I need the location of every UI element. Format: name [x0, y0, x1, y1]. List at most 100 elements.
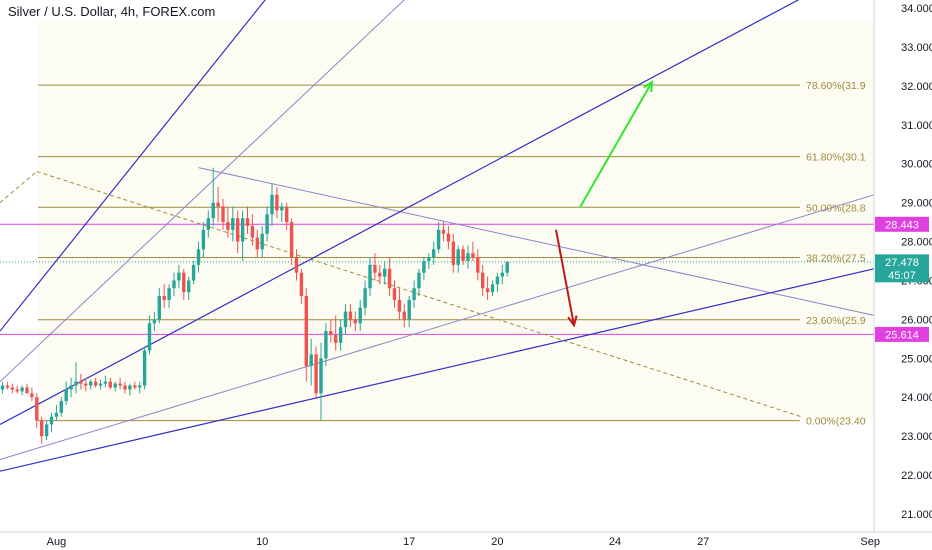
time-tick-label: 27	[697, 536, 709, 548]
price-tick-label: 31.000	[901, 120, 932, 132]
candle-body	[495, 276, 500, 285]
fib-retracement-layer: 0.00%(23.4023.60%(25.938.20%(27.550.00%(…	[38, 80, 866, 428]
level-price-label: 25.614	[885, 329, 919, 341]
candle-body	[436, 229, 441, 250]
candle-body	[422, 261, 426, 273]
time-tick-label: Sep	[860, 536, 880, 548]
candle-body	[490, 284, 495, 293]
candle-body	[40, 420, 44, 437]
candle-body	[118, 383, 122, 386]
time-tick-label: 10	[256, 536, 268, 548]
candle-body	[304, 296, 308, 367]
candle-body	[221, 206, 225, 223]
candle-body	[299, 272, 304, 297]
candle-body	[368, 264, 372, 289]
candle-body	[108, 381, 112, 388]
candle-body	[348, 311, 353, 320]
price-tick-label: 25.000	[901, 353, 932, 365]
candle-body	[471, 253, 475, 258]
candle-body	[98, 383, 103, 386]
candle-body	[427, 257, 431, 261]
candle-body	[172, 280, 176, 289]
price-tick-label: 32.000	[901, 81, 932, 93]
candle-body	[206, 218, 210, 230]
candle-body	[309, 354, 313, 367]
candle-body	[74, 381, 78, 386]
bearish-arrow-head	[567, 315, 578, 328]
countdown-label: 45:07	[888, 270, 916, 282]
candle-body	[265, 214, 269, 234]
candles-layer	[0, 167, 509, 444]
candle-body	[157, 296, 161, 320]
candle-body	[446, 233, 451, 242]
candle-body	[363, 288, 367, 308]
candle-body	[485, 288, 490, 293]
candle-body	[103, 381, 108, 384]
time-tick-label: Aug	[47, 536, 67, 548]
candle-body	[30, 393, 34, 398]
fib-level-label: 0.00%(23.40	[806, 416, 866, 428]
candle-body	[270, 194, 274, 215]
upper-channel-line	[0, 0, 800, 426]
candle-body	[392, 288, 397, 300]
time-tick-label: 20	[491, 536, 503, 548]
candle-body	[93, 381, 98, 386]
bullish-arrow-head	[643, 79, 654, 92]
candle-body	[138, 385, 142, 388]
price-tick-label: 21.000	[901, 509, 932, 521]
candle-body	[250, 225, 255, 238]
candle-body	[49, 416, 54, 425]
price-tick-label: 23.000	[901, 431, 932, 443]
candle-body	[182, 272, 186, 293]
candle-body	[383, 268, 387, 277]
candle-body	[324, 331, 328, 359]
candle-body	[338, 327, 343, 343]
candle-body	[54, 412, 59, 417]
candle-body	[201, 229, 206, 250]
candle-body	[59, 401, 63, 413]
level-price-badge	[875, 216, 929, 232]
time-tick-label: 24	[609, 536, 621, 548]
candle-body	[456, 249, 460, 265]
candle-body	[441, 229, 446, 234]
fan-trend-line	[0, 0, 405, 383]
candle-body	[5, 385, 10, 388]
candle-body	[147, 323, 152, 351]
candle-body	[245, 218, 250, 226]
candle-body	[44, 424, 49, 437]
price-tick-label: 33.000	[901, 42, 932, 54]
bullish-arrow	[579, 81, 653, 208]
candle-body	[0, 385, 5, 390]
candle-body	[123, 385, 127, 390]
candle-body	[89, 381, 93, 386]
candle-body	[476, 257, 480, 273]
time-tick-label: 17	[403, 536, 415, 548]
current-price-label: 27.478	[885, 257, 919, 269]
candle-body	[343, 311, 348, 328]
candle-body	[334, 334, 338, 343]
candle-body	[128, 385, 132, 390]
candle-body	[412, 288, 416, 300]
fib-level-label: 61.80%(30.1	[806, 152, 866, 164]
candle-body	[84, 383, 88, 386]
bearish-arrow	[555, 229, 575, 326]
candle-body	[314, 354, 318, 394]
candle-body	[20, 387, 24, 392]
candle-body	[113, 383, 117, 388]
steep-trend-line	[0, 0, 266, 332]
candle-body	[275, 194, 279, 211]
price-tick-label: 22.000	[901, 470, 932, 482]
dashed-trend-line	[0, 171, 38, 203]
candle-body	[167, 288, 171, 300]
candle-body	[79, 381, 83, 384]
fib-zone-background	[38, 20, 874, 420]
candle-body	[432, 249, 436, 258]
candle-body	[226, 222, 230, 230]
candle-body	[481, 272, 485, 289]
descending-trend-line	[198, 167, 875, 316]
candle-body	[280, 206, 284, 211]
price-tick-label: 28.000	[901, 237, 932, 249]
price-tick-label: 26.000	[901, 314, 932, 326]
candle-body	[373, 264, 377, 273]
